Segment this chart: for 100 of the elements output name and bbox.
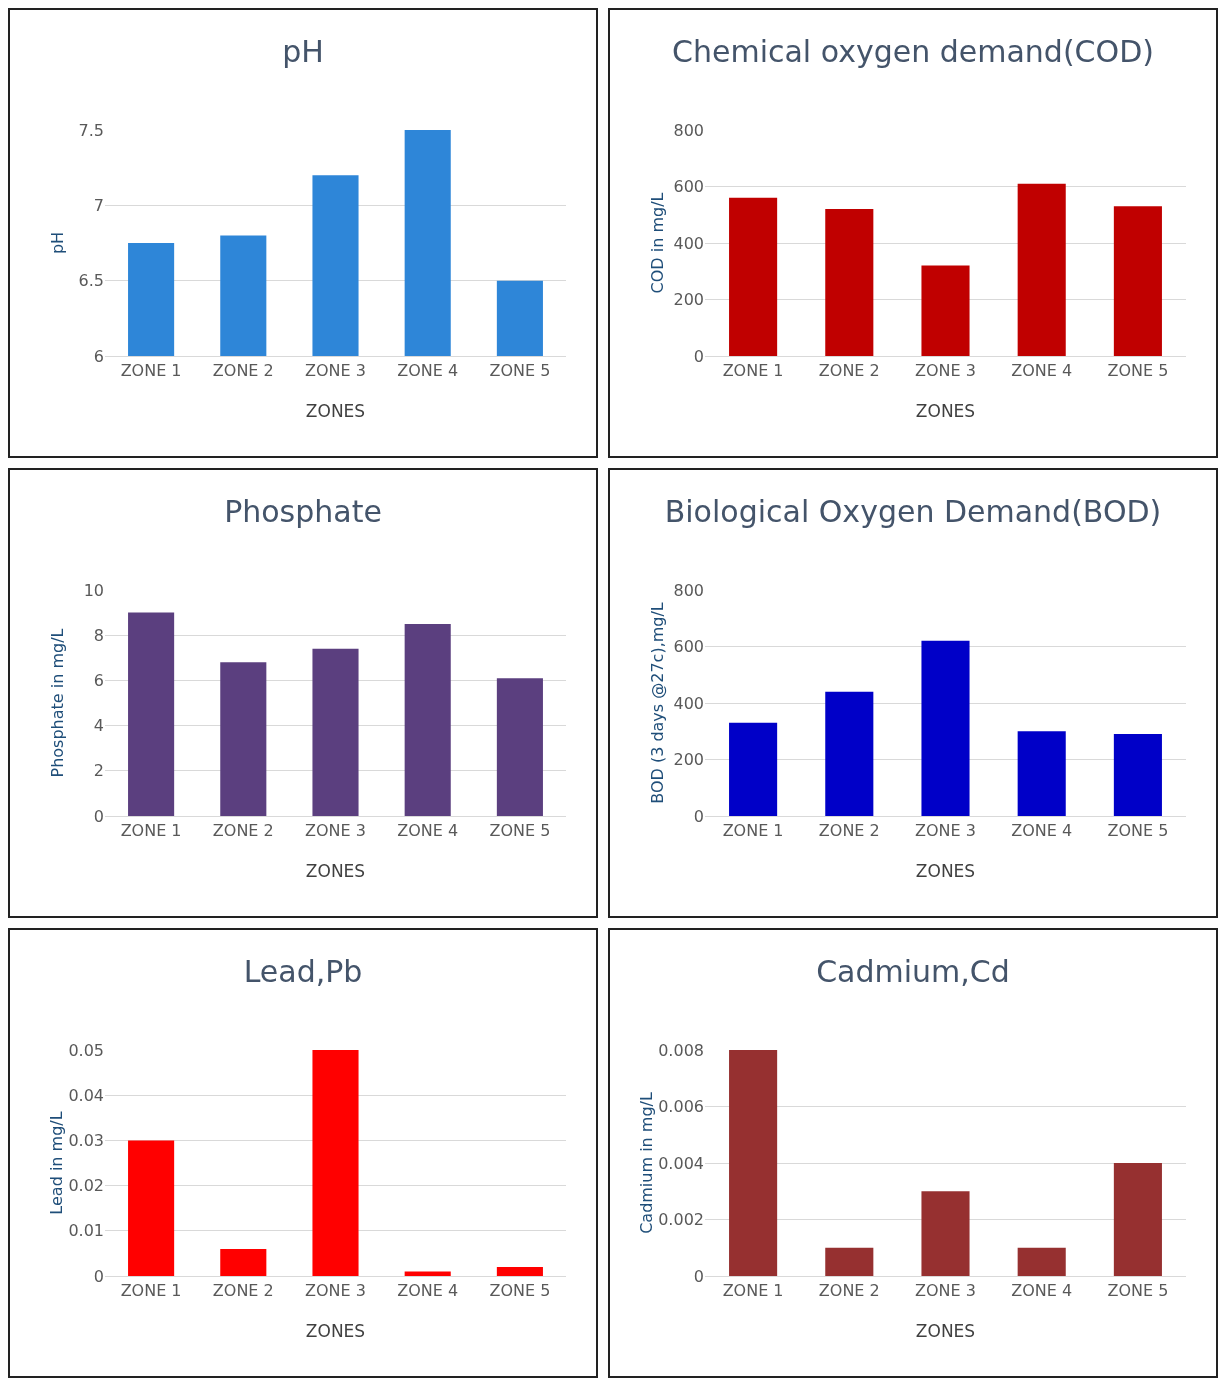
chart-title: Cadmium,Cd — [816, 954, 1010, 990]
x-tick-label: ZONE 1 — [120, 821, 182, 841]
bar — [128, 1140, 175, 1276]
bar — [404, 623, 451, 816]
y-tick-label: 800 — [673, 120, 704, 140]
bar — [404, 1271, 451, 1276]
bar — [496, 1266, 543, 1276]
x-tick-label: ZONE 2 — [818, 1281, 880, 1301]
y-tick-label: 200 — [673, 290, 704, 310]
bar — [729, 722, 778, 816]
bar — [1113, 734, 1162, 816]
x-tick-label: ZONE 5 — [489, 1281, 551, 1301]
y-tick-label: 0.03 — [68, 1131, 104, 1150]
y-tick-label: 0.006 — [658, 1097, 704, 1117]
bar — [825, 209, 874, 356]
bar — [220, 1248, 267, 1276]
x-tick-label: ZONE 2 — [818, 821, 880, 841]
y-tick-label: 0.05 — [68, 1040, 104, 1060]
y-tick-label: 800 — [673, 580, 704, 600]
bar — [220, 662, 267, 816]
y-axis-title: BOD (3 days @27c),mg/L — [648, 602, 667, 804]
x-tick-label: ZONE 5 — [489, 361, 551, 381]
y-tick-label: 0.01 — [68, 1221, 104, 1241]
bar — [729, 1050, 778, 1276]
bar — [729, 197, 778, 356]
x-tick-label: ZONE 2 — [212, 821, 274, 841]
y-tick-label: 400 — [673, 233, 704, 253]
bar — [921, 1191, 970, 1276]
x-tick-label: ZONE 5 — [1107, 821, 1169, 841]
bar — [1017, 1247, 1066, 1276]
bar — [921, 265, 970, 356]
chart-title: Phosphate — [224, 494, 382, 530]
y-axis-title: COD in mg/L — [648, 192, 667, 294]
bar — [1113, 206, 1162, 356]
x-axis-title: ZONES — [305, 861, 366, 881]
chart-title: Biological Oxygen Demand(BOD) — [664, 494, 1162, 530]
y-tick-label: 0 — [693, 806, 704, 826]
y-tick-label: 6 — [93, 671, 104, 690]
bar — [1113, 1163, 1162, 1276]
x-tick-label: ZONE 4 — [1011, 361, 1073, 381]
y-axis-title: Cadmium in mg/L — [637, 1092, 657, 1234]
y-tick-label: 7.5 — [78, 120, 104, 140]
bar — [312, 648, 359, 816]
chart-title: pH — [282, 34, 324, 70]
x-tick-label: ZONE 3 — [305, 361, 366, 381]
x-tick-label: ZONE 4 — [1011, 821, 1073, 841]
bar — [825, 1247, 874, 1276]
bar — [128, 612, 175, 816]
y-tick-label: 6.5 — [78, 271, 104, 291]
y-tick-label: 600 — [673, 637, 704, 657]
x-tick-label: ZONE 4 — [397, 361, 459, 381]
x-tick-label: ZONE 1 — [120, 1281, 182, 1301]
y-axis-title: Phosphate in mg/L — [48, 628, 67, 778]
x-tick-label: ZONE 3 — [305, 1281, 366, 1301]
y-tick-label: 0.002 — [658, 1210, 704, 1230]
x-tick-label: ZONE 2 — [212, 1281, 274, 1301]
bar — [1017, 731, 1066, 816]
bar — [921, 640, 970, 816]
bar — [312, 1050, 359, 1276]
y-tick-label: 2 — [93, 761, 104, 781]
y-tick-label: 0 — [693, 1266, 704, 1286]
y-tick-label: 7 — [93, 195, 104, 215]
y-tick-label: 0.02 — [68, 1176, 104, 1196]
y-tick-label: 4 — [93, 716, 104, 736]
bar — [825, 691, 874, 816]
x-tick-label: ZONE 4 — [397, 821, 459, 841]
x-axis-title: ZONES — [915, 861, 976, 881]
y-tick-label: 6 — [93, 346, 104, 366]
y-axis-title: pH — [48, 231, 67, 255]
bar — [1017, 183, 1066, 356]
x-axis-title: ZONES — [305, 1321, 366, 1341]
x-tick-label: ZONE 4 — [1011, 1281, 1073, 1301]
x-tick-label: ZONE 1 — [722, 1281, 784, 1301]
x-tick-label: ZONE 5 — [489, 821, 551, 841]
y-axis-title: Lead in mg/L — [47, 1111, 67, 1215]
y-tick-label: 400 — [673, 693, 704, 713]
x-tick-label: ZONE 1 — [120, 361, 182, 381]
x-tick-label: ZONE 1 — [722, 361, 784, 381]
x-tick-label: ZONE 2 — [818, 361, 880, 381]
chart-title: Lead,Pb — [243, 954, 363, 990]
y-tick-label: 200 — [673, 750, 704, 770]
y-tick-label: 0 — [93, 1266, 104, 1286]
y-tick-label: 0.04 — [68, 1085, 104, 1105]
x-axis-title: ZONES — [305, 401, 366, 421]
x-tick-label: ZONE 3 — [915, 821, 976, 841]
x-axis-title: ZONES — [915, 401, 976, 421]
y-tick-label: 0 — [693, 346, 704, 366]
y-tick-label: 0 — [93, 806, 104, 826]
x-tick-label: ZONE 1 — [722, 821, 784, 841]
x-tick-label: ZONE 2 — [212, 361, 274, 381]
x-tick-label: ZONE 4 — [397, 1281, 459, 1301]
bar — [496, 678, 543, 816]
x-axis-title: ZONES — [915, 1321, 976, 1341]
x-tick-label: ZONE 3 — [305, 821, 366, 841]
y-tick-label: 0.008 — [658, 1040, 704, 1060]
y-tick-label: 600 — [673, 177, 704, 197]
x-tick-label: ZONE 5 — [1107, 1281, 1169, 1301]
y-tick-label: 8 — [93, 625, 104, 645]
y-tick-label: 10 — [83, 580, 104, 600]
x-tick-label: ZONE 3 — [915, 1281, 976, 1301]
